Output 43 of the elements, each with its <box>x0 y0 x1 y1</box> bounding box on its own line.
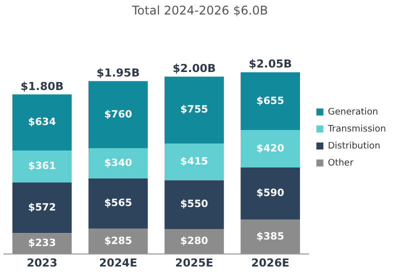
bar <box>240 167 300 220</box>
bar <box>12 150 72 183</box>
bar <box>88 81 148 148</box>
bar <box>164 144 224 180</box>
data-label: $550 <box>180 199 208 210</box>
x-tick-label: 2023 <box>26 256 58 270</box>
bar <box>164 76 224 144</box>
data-label: $285 <box>104 236 132 247</box>
x-tick-label: 2025E <box>175 256 214 270</box>
data-label: $755 <box>180 104 208 116</box>
bar <box>164 180 224 230</box>
total-label: $1.80B <box>20 80 64 93</box>
data-label: $590 <box>256 188 284 200</box>
data-label: $565 <box>104 198 132 210</box>
total-label: $1.95B <box>96 66 140 80</box>
bar <box>240 130 300 168</box>
data-label: $655 <box>256 96 284 107</box>
legend-label: Transmission <box>326 124 386 134</box>
bar <box>88 178 148 229</box>
legend-label: Generation <box>328 107 378 118</box>
bar <box>88 148 148 179</box>
legend-label: Distribution <box>328 141 380 152</box>
data-label: $385 <box>256 231 284 242</box>
bar <box>240 72 300 130</box>
data-label: $420 <box>256 143 284 154</box>
data-label: $634 <box>28 117 56 128</box>
legend-label: Other <box>328 158 354 168</box>
bar <box>240 220 300 254</box>
data-label: $340 <box>104 158 132 170</box>
data-label: $280 <box>180 236 208 247</box>
total-label: $2.05B <box>248 58 292 71</box>
data-label: $760 <box>104 109 132 120</box>
bar <box>12 182 72 234</box>
data-label: $233 <box>28 238 56 250</box>
data-label: $415 <box>180 156 208 168</box>
bar <box>88 228 148 254</box>
data-label: $572 <box>28 202 56 214</box>
data-label: $361 <box>28 161 56 172</box>
x-tick-label: 2024E <box>99 256 138 270</box>
chart-title: Total 2024-2026 $6.0B <box>130 3 268 18</box>
total-label: $2.00B <box>172 62 216 76</box>
bar <box>12 94 72 151</box>
x-tick-label: 2026E <box>251 256 290 270</box>
